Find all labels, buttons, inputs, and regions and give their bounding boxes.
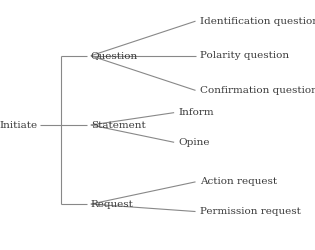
Text: Permission request: Permission request	[200, 207, 301, 216]
Text: Request: Request	[91, 200, 134, 208]
Text: Statement: Statement	[91, 120, 146, 130]
Text: Action request: Action request	[200, 177, 277, 186]
Text: Polarity question: Polarity question	[200, 51, 289, 60]
Text: Question: Question	[91, 51, 138, 60]
Text: Opine: Opine	[178, 138, 210, 147]
Text: Inform: Inform	[178, 108, 214, 117]
Text: Confirmation question: Confirmation question	[200, 86, 315, 95]
Text: Identification question: Identification question	[200, 17, 315, 26]
Text: Initiate: Initiate	[0, 120, 37, 130]
